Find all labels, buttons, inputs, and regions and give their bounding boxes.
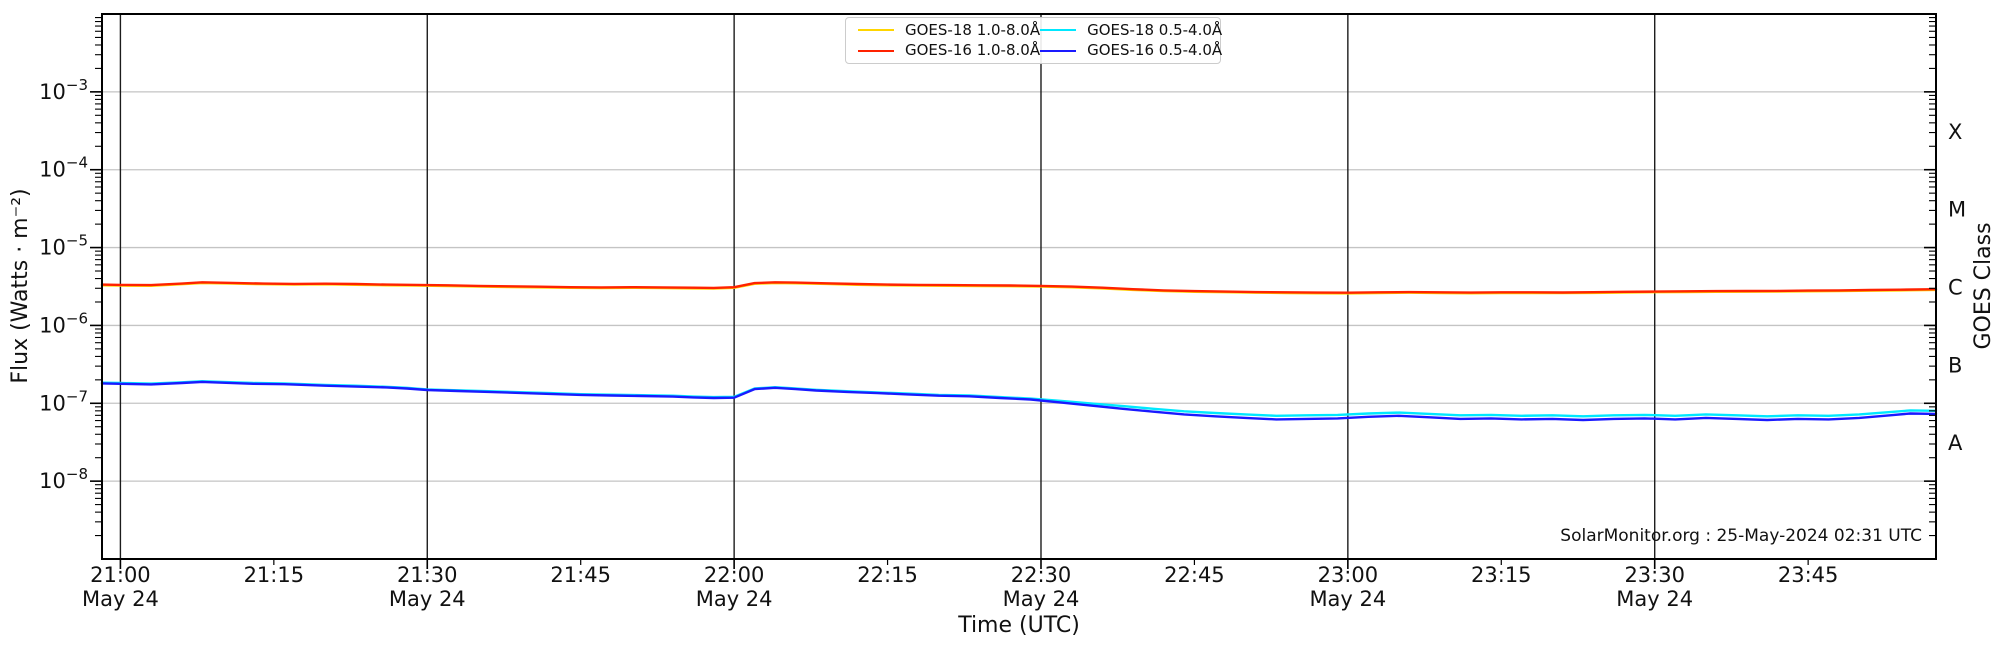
x-tick-date-label: May 24 bbox=[1309, 587, 1386, 611]
series-goes-16-1.0-8.0- bbox=[100, 281, 1938, 294]
x-tick-label: 21:45 bbox=[550, 563, 611, 587]
y-tick-label: 10−3 bbox=[39, 76, 88, 104]
data-series bbox=[100, 281, 1938, 422]
gridlines bbox=[102, 14, 1936, 559]
x-axis-label: Time (UTC) bbox=[957, 613, 1080, 638]
goes-class-letter: X bbox=[1948, 120, 1962, 144]
goes-class-letter: C bbox=[1948, 276, 1963, 300]
axes bbox=[90, 13, 1937, 569]
legend: GOES-18 1.0-8.0Å GOES-16 1.0-8.0Å GOES-18 … bbox=[845, 17, 1223, 64]
x-tick-date-label: May 24 bbox=[389, 587, 466, 611]
y-tick-label: 10−7 bbox=[39, 387, 88, 415]
y-axis-label: Flux (Watts · m⁻²) bbox=[8, 188, 33, 383]
legend-label: GOES-18 0.5-4.0Å bbox=[1087, 20, 1223, 39]
legend-label: GOES-18 1.0-8.0Å bbox=[905, 20, 1041, 39]
attribution-text: SolarMonitor.org : 25-May-2024 02:31 UTC bbox=[1560, 526, 1922, 546]
legend-item: GOES-18 0.5-4.0Å bbox=[1040, 20, 1223, 39]
legend-line-swatch bbox=[858, 29, 894, 32]
goes-class-letter: B bbox=[1948, 353, 1962, 377]
y-tick-label: 10−4 bbox=[39, 154, 88, 182]
x-tick-date-label: May 24 bbox=[1003, 587, 1080, 611]
x-tick-label: 22:30 bbox=[1011, 563, 1072, 587]
y-tick-label: 10−8 bbox=[39, 465, 88, 493]
x-tick-label: 22:45 bbox=[1164, 563, 1225, 587]
legend-label: GOES-16 0.5-4.0Å bbox=[1087, 41, 1223, 60]
x-tick-date-label: May 24 bbox=[82, 587, 159, 611]
x-tick-label: 23:30 bbox=[1624, 563, 1685, 587]
series-goes-16-0.5-4.0- bbox=[100, 380, 1938, 422]
x-tick-label: 22:15 bbox=[857, 563, 918, 587]
goes-class-letter: M bbox=[1948, 198, 1966, 222]
plot-frame bbox=[101, 13, 1937, 560]
goes-class-letter: A bbox=[1948, 431, 1963, 455]
x-tick-label: 23:45 bbox=[1778, 563, 1839, 587]
x-tick-date-label: May 24 bbox=[696, 587, 773, 611]
legend-line-swatch bbox=[1040, 29, 1077, 32]
legend-line-swatch bbox=[858, 49, 894, 52]
legend-label: GOES-16 1.0-8.0Å bbox=[905, 41, 1041, 60]
x-tick-label: 23:15 bbox=[1471, 563, 1532, 587]
x-tick-label: 23:00 bbox=[1318, 563, 1379, 587]
legend-item: GOES-16 1.0-8.0Å bbox=[858, 43, 1040, 58]
x-tick-label: 22:00 bbox=[704, 563, 765, 587]
x-tick-label: 21:15 bbox=[244, 563, 305, 587]
x-tick-date-label: May 24 bbox=[1616, 587, 1693, 611]
y-tick-label: 10−5 bbox=[39, 232, 88, 260]
right-axis-label: GOES Class bbox=[1971, 222, 1996, 349]
legend-line-swatch bbox=[1040, 49, 1077, 52]
legend-item: GOES-18 1.0-8.0Å bbox=[858, 20, 1041, 39]
legend-item: GOES-16 0.5-4.0Å bbox=[1040, 43, 1222, 58]
x-tick-label: 21:00 bbox=[90, 563, 151, 587]
x-tick-label: 21:30 bbox=[397, 563, 458, 587]
y-tick-label: 10−6 bbox=[39, 309, 88, 337]
